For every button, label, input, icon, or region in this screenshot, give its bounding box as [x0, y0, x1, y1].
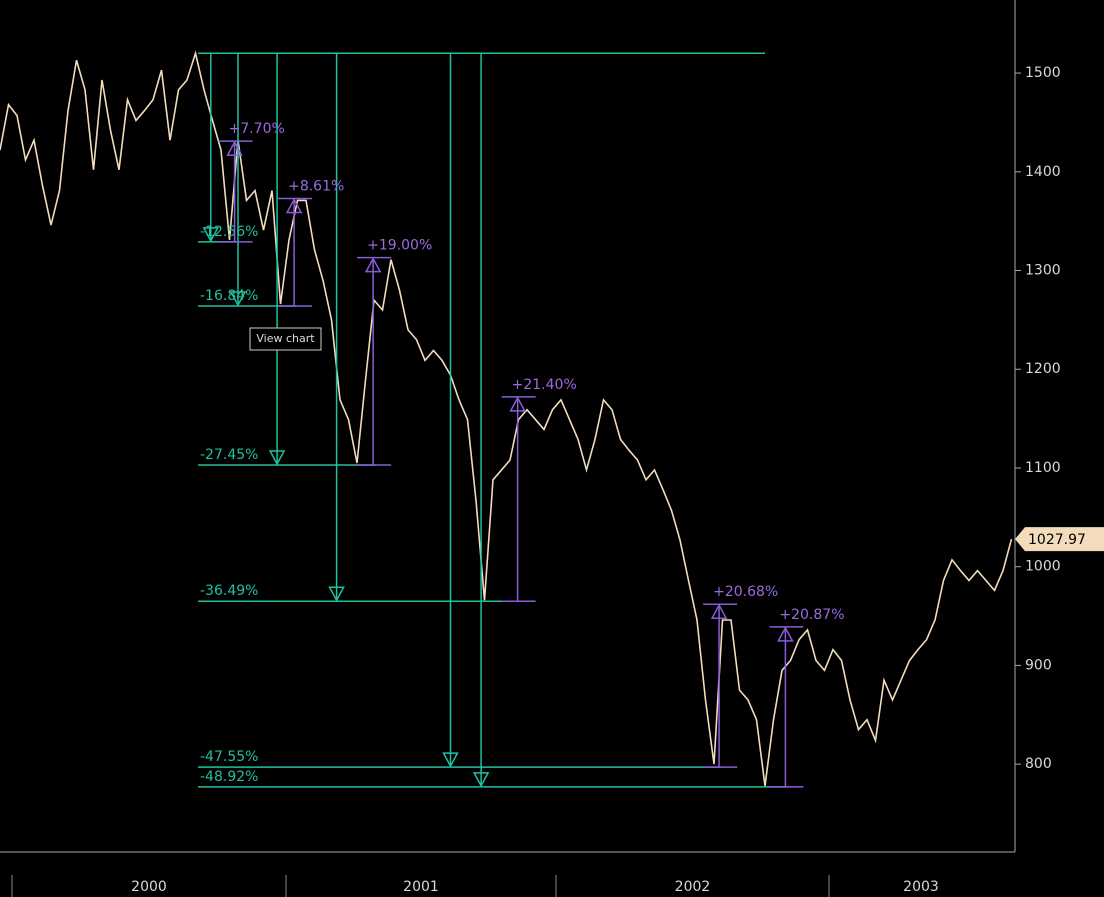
rally-label: +7.70% [229, 121, 285, 137]
rally-label: +8.61% [288, 178, 344, 194]
drawdown-label: -12.56% [200, 224, 258, 240]
drawdown-arrow [442, 752, 459, 768]
rally-label: +19.00% [367, 238, 432, 254]
y-tick-label: 1000 [1025, 559, 1061, 575]
drawdown-arrow [229, 291, 247, 307]
rally-arrow [777, 626, 794, 642]
tooltip: View chart [256, 332, 315, 345]
drawdown-arrow [202, 227, 220, 243]
price-line [0, 50, 1013, 786]
last-value-label: 1027.97 [1028, 532, 1086, 548]
drawdown-label: -47.55% [200, 749, 258, 765]
rally-label: +20.87% [779, 607, 844, 623]
rally-arrow [226, 140, 243, 156]
y-tick-label: 1300 [1025, 263, 1061, 279]
x-tick-label: 2000 [131, 879, 167, 895]
x-tick-label: 2001 [403, 879, 439, 895]
y-tick-label: 1100 [1025, 460, 1061, 476]
y-tick-label: 1500 [1025, 65, 1061, 81]
rally-label: +20.68% [713, 584, 778, 600]
y-tick-label: 1200 [1025, 361, 1061, 377]
drawdown-label: -27.45% [200, 447, 258, 463]
y-tick-label: 800 [1025, 756, 1052, 772]
drawdown-arrow [328, 586, 345, 602]
rally-arrow [710, 603, 728, 619]
x-tick-label: 2002 [675, 879, 711, 895]
drawdown-arrow [268, 450, 286, 466]
y-tick-label: 900 [1025, 657, 1052, 673]
rally-arrow [285, 197, 303, 214]
drawdown-label: -16.84% [200, 288, 258, 304]
x-tick-label: 2003 [903, 879, 939, 895]
y-tick-label: 1400 [1025, 164, 1061, 180]
rally-arrow [364, 257, 382, 273]
last-value-tag [1015, 527, 1104, 552]
tooltip-box [249, 327, 322, 351]
rally-arrow [509, 396, 526, 412]
drawdown-label: -48.92% [200, 769, 258, 785]
drawdown-label: -36.49% [200, 583, 258, 599]
drawdown-arrow [472, 772, 490, 788]
rally-label: +21.40% [512, 377, 577, 393]
